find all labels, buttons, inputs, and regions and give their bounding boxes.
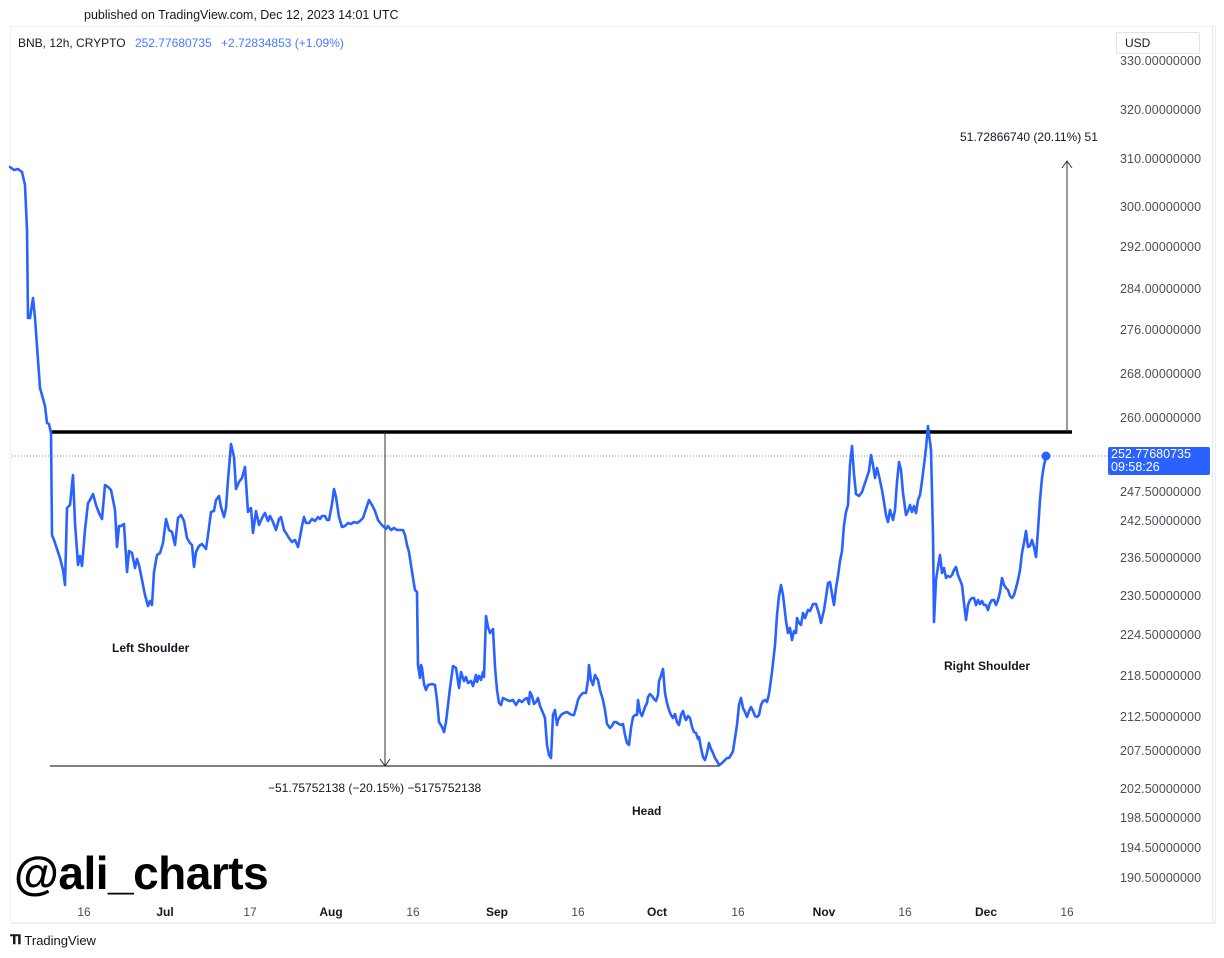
last-price-tag: 252.77680735 09:58:26 bbox=[1108, 447, 1210, 475]
change-value: +2.72834853 (+1.09%) bbox=[221, 36, 344, 50]
tradingview-brand: TradingView bbox=[24, 932, 96, 948]
time-axis-tick: 16 bbox=[77, 905, 91, 919]
price-axis-tick: 236.50000000 bbox=[1120, 551, 1202, 565]
price-axis-tick: 300.00000000 bbox=[1120, 200, 1202, 214]
time-axis-tick: Jul bbox=[156, 905, 174, 919]
measure-down-arrowhead bbox=[379, 758, 391, 767]
head-label: Head bbox=[632, 804, 662, 818]
price-axis-tick: 330.00000000 bbox=[1120, 54, 1202, 68]
measure-down-label: −51.75752138 (−20.15%) −5175752138 bbox=[268, 781, 482, 795]
measure-up-label: 51.72866740 (20.11%) 51 bbox=[960, 130, 1098, 144]
time-axis-tick: 16 bbox=[898, 905, 912, 919]
price-axis-tick: 230.50000000 bbox=[1120, 589, 1202, 603]
price-axis-tick: 202.50000000 bbox=[1120, 782, 1202, 796]
time-axis-tick: 16 bbox=[406, 905, 420, 919]
price-axis-tick: 198.50000000 bbox=[1120, 811, 1202, 825]
last-value: 252.77680735 bbox=[134, 36, 212, 50]
price-axis-tick: 212.50000000 bbox=[1120, 710, 1202, 724]
time-axis-tick: Nov bbox=[812, 905, 836, 919]
currency-button[interactable]: USD bbox=[1116, 32, 1200, 54]
price-axis-tick: 292.00000000 bbox=[1120, 240, 1202, 254]
measure-up-arrowhead bbox=[1061, 160, 1073, 169]
time-axis-tick: 16 bbox=[731, 905, 745, 919]
price-axis-tick: 224.50000000 bbox=[1120, 628, 1202, 642]
time-axis-tick: Oct bbox=[646, 905, 668, 919]
last-point-marker bbox=[1041, 451, 1051, 461]
price-axis-tick: 320.00000000 bbox=[1120, 103, 1202, 117]
symbol-label: BNB, 12h, CRYPTO bbox=[18, 36, 126, 50]
time-axis-separator bbox=[10, 922, 1216, 924]
published-caption: published on TradingView.com, Dec 12, 20… bbox=[84, 8, 399, 22]
time-axis-tick: 16 bbox=[571, 905, 585, 919]
price-axis-tick: 310.00000000 bbox=[1120, 152, 1202, 166]
price-axis-tick: 284.00000000 bbox=[1120, 282, 1202, 296]
price-axis-tick: 276.00000000 bbox=[1120, 323, 1202, 337]
price-axis-tick: 242.50000000 bbox=[1120, 514, 1202, 528]
price-axis-tick: 194.50000000 bbox=[1120, 841, 1202, 855]
price-axis-tick: 247.50000000 bbox=[1120, 485, 1202, 499]
price-axis-tick: 260.00000000 bbox=[1120, 411, 1202, 425]
last-price-tag-value: 252.77680735 bbox=[1111, 447, 1191, 461]
time-axis-tick: Aug bbox=[319, 905, 343, 919]
tradingview-footer[interactable]: 𝐓𝐈 TradingView bbox=[10, 932, 96, 948]
price-axis-tick: 190.50000000 bbox=[1120, 871, 1202, 885]
time-axis-tick: 16 bbox=[1060, 905, 1074, 919]
price-axis-tick: 218.50000000 bbox=[1120, 669, 1202, 683]
price-axis-tick: 207.50000000 bbox=[1120, 744, 1202, 758]
right-shoulder-label: Right Shoulder bbox=[944, 659, 1030, 673]
price-axis-separator bbox=[1212, 26, 1213, 924]
time-axis-tick: Dec bbox=[974, 905, 998, 919]
symbol-legend: BNB, 12h, CRYPTO 252.77680735 +2.7283485… bbox=[18, 36, 344, 50]
left-shoulder-label: Left Shoulder bbox=[112, 641, 190, 655]
author-watermark: @ali_charts bbox=[14, 847, 269, 899]
price-axis-tick: 268.00000000 bbox=[1120, 367, 1202, 381]
price-line[interactable] bbox=[8, 165, 1048, 767]
time-axis-tick: 17 bbox=[243, 905, 257, 919]
last-price-tag-countdown: 09:58:26 bbox=[1111, 460, 1160, 474]
tradingview-logo-icon: 𝐓𝐈 bbox=[10, 932, 21, 947]
time-axis-tick: Sep bbox=[485, 905, 509, 919]
